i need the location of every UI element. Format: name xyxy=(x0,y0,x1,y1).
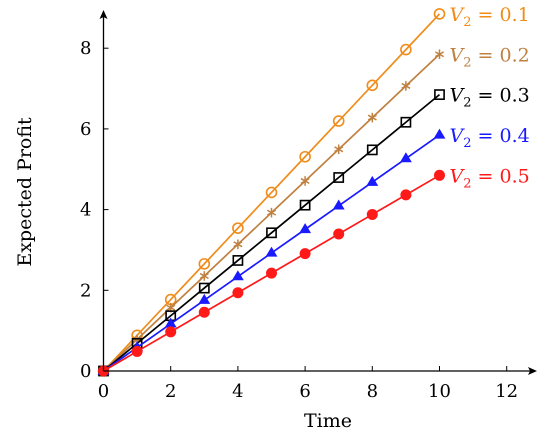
axes-layer: 0 2 4 6 8 10 12 0 2 4 6 8 xyxy=(80,10,537,402)
data-point xyxy=(198,282,210,294)
x-axis-arrow xyxy=(528,367,537,375)
legend-entry: V2 = 0.2 xyxy=(450,44,530,70)
data-point xyxy=(401,81,411,91)
data-point xyxy=(400,43,412,56)
legend-variable: V xyxy=(450,85,466,107)
legend-layer: V2 = 0.1V2 = 0.2V2 = 0.3V2 = 0.4V2 = 0.5 xyxy=(450,4,530,191)
data-point xyxy=(266,267,277,279)
legend-subscript: 2 xyxy=(463,176,471,191)
data-point xyxy=(400,116,412,128)
legend-subscript: 2 xyxy=(463,55,471,70)
data-point xyxy=(265,246,278,257)
series-4 xyxy=(97,128,446,375)
series-layer xyxy=(97,8,446,377)
data-point xyxy=(232,255,244,266)
data-point xyxy=(299,199,311,211)
x-tick-label: 8 xyxy=(367,381,378,402)
series-line xyxy=(102,93,441,372)
data-point xyxy=(433,128,446,139)
data-point xyxy=(233,239,243,250)
y-tick-label: 2 xyxy=(80,280,91,301)
data-point xyxy=(231,270,244,281)
legend-value: = 0.2 xyxy=(472,44,530,66)
legend-subscript: 2 xyxy=(463,15,471,30)
legend-variable: V xyxy=(450,165,466,187)
data-point xyxy=(433,8,446,20)
data-point xyxy=(165,326,177,338)
data-point xyxy=(333,172,345,183)
series-3 xyxy=(98,89,445,377)
x-tick-label: 12 xyxy=(495,381,518,402)
data-point xyxy=(333,228,345,240)
y-tick-label: 6 xyxy=(80,119,91,140)
data-point xyxy=(232,287,244,299)
data-point xyxy=(366,144,378,156)
legend-value: = 0.4 xyxy=(472,125,530,147)
legend-subscript: 2 xyxy=(463,136,471,151)
legend-subscript: 2 xyxy=(463,96,471,111)
legend-entry: V2 = 0.3 xyxy=(450,85,530,111)
y-tick-label: 0 xyxy=(80,361,91,382)
data-point xyxy=(366,208,378,220)
legend-value: = 0.1 xyxy=(472,4,530,26)
legend-entry: V2 = 0.4 xyxy=(450,125,530,151)
data-point xyxy=(434,89,445,101)
data-point xyxy=(199,271,209,281)
y-tick-label: 8 xyxy=(80,38,91,59)
x-tick-label: 6 xyxy=(299,381,310,402)
legend-entry: V2 = 0.1 xyxy=(450,4,530,30)
data-point xyxy=(332,199,345,210)
legend-entry: V2 = 0.5 xyxy=(450,165,530,191)
legend-value: = 0.5 xyxy=(472,165,530,187)
data-point xyxy=(198,306,210,318)
y-axis-arrow xyxy=(99,10,108,19)
x-tick-label: 0 xyxy=(98,381,109,402)
series-2 xyxy=(98,49,445,376)
series-5 xyxy=(98,169,445,377)
legend-variable: V xyxy=(450,44,466,66)
series-line xyxy=(102,13,441,372)
legend-variable: V xyxy=(450,125,466,147)
data-point xyxy=(265,186,278,199)
data-point xyxy=(400,189,412,201)
legend-value: = 0.3 xyxy=(472,85,530,107)
data-point xyxy=(198,293,211,304)
x-tick-label: 10 xyxy=(428,381,451,402)
data-point xyxy=(232,222,244,234)
data-point xyxy=(299,248,311,260)
data-point xyxy=(266,207,277,218)
x-axis-title: Time xyxy=(304,410,352,432)
legend-variable: V xyxy=(450,4,466,26)
data-point xyxy=(198,258,211,270)
data-point xyxy=(366,79,379,92)
data-point xyxy=(299,150,311,163)
series-1 xyxy=(97,8,446,377)
x-tick-label: 4 xyxy=(232,381,243,402)
data-point xyxy=(434,49,445,60)
data-point xyxy=(332,115,345,127)
data-point xyxy=(266,227,277,239)
y-axis-title: Expected Profit xyxy=(14,117,36,267)
data-point xyxy=(131,345,143,357)
data-point xyxy=(399,152,412,163)
x-tick-label: 2 xyxy=(165,381,176,402)
data-point xyxy=(366,175,379,186)
data-point xyxy=(299,223,312,234)
y-tick-label: 4 xyxy=(80,200,91,221)
data-point xyxy=(300,176,310,186)
data-point xyxy=(434,169,445,181)
data-point xyxy=(334,144,344,155)
data-point xyxy=(367,112,377,123)
